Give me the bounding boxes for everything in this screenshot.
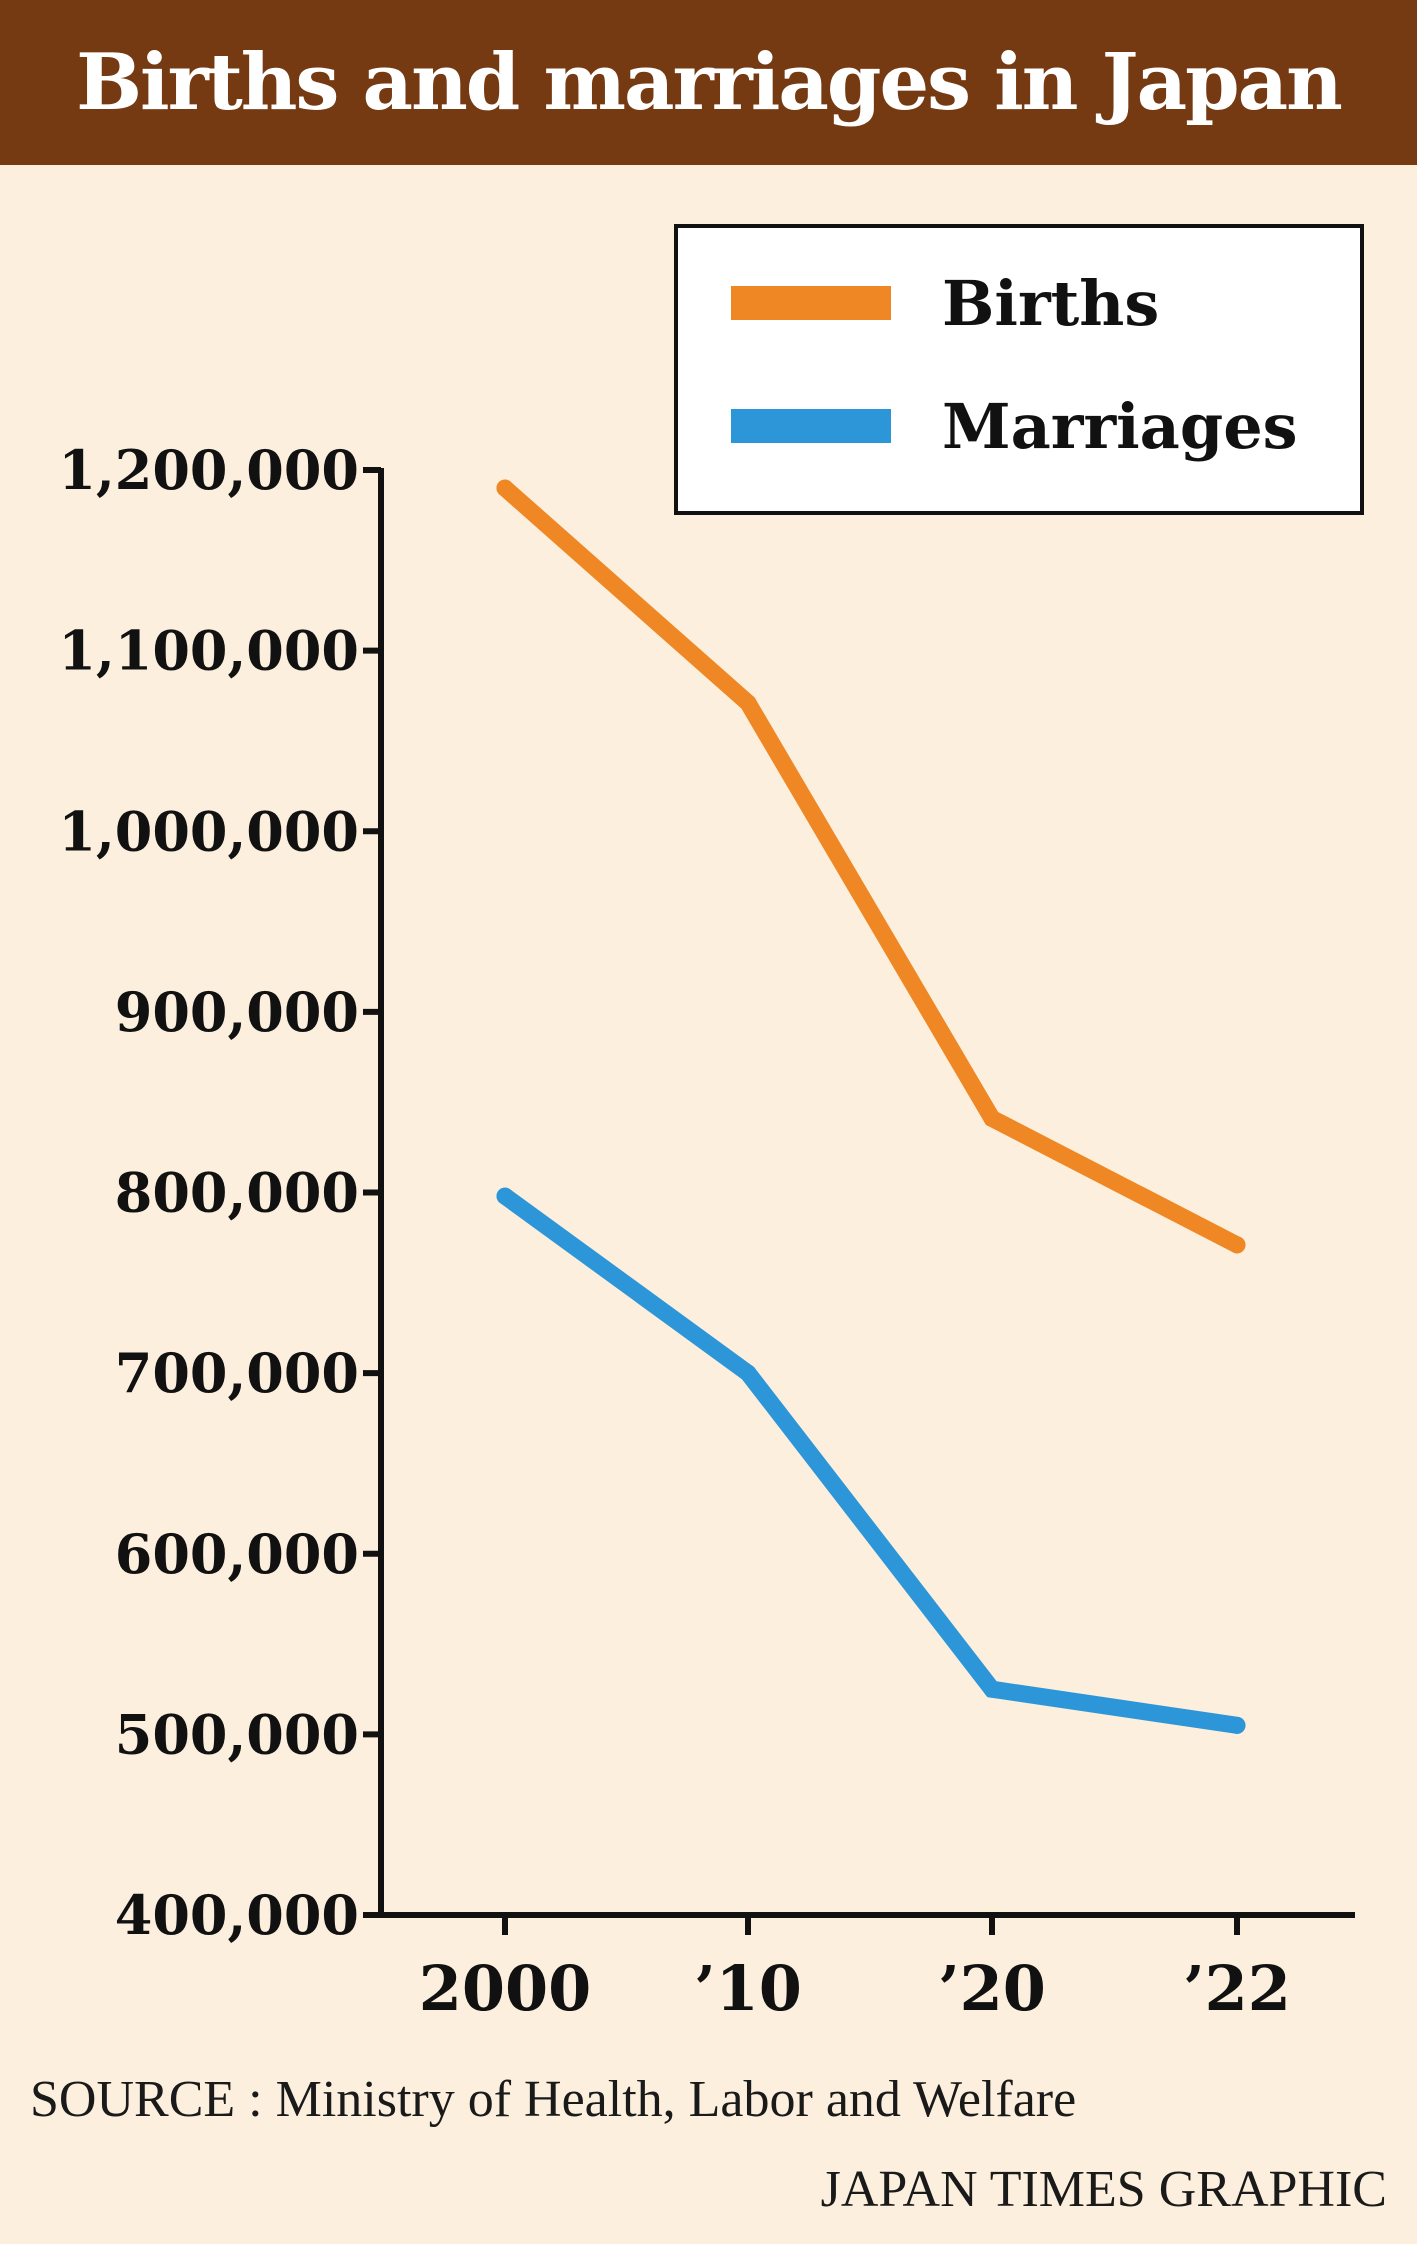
chart-title: Births and marriages in Japan [76, 37, 1343, 128]
series-line-births [496, 479, 1246, 1254]
title-bar [0, 0, 1417, 165]
data-point-marriages [1228, 1716, 1246, 1734]
source-note: SOURCE : Ministry of Health, Labor and W… [30, 2071, 1077, 2128]
y-tick-label: 1,100,000 [58, 619, 359, 683]
data-point-marriages [496, 1187, 514, 1205]
y-tick-label: 400,000 [115, 1883, 359, 1947]
legend-swatch-births [731, 286, 891, 320]
data-point-births [739, 694, 757, 712]
y-tick-label: 600,000 [115, 1522, 359, 1586]
y-tick-label: 1,200,000 [58, 438, 359, 502]
legend-label-births: Births [942, 267, 1159, 340]
y-tick-label: 1,000,000 [58, 799, 359, 863]
y-tick-label: 500,000 [115, 1702, 359, 1766]
y-tick-label: 900,000 [115, 980, 359, 1044]
graphic-credit: JAPAN TIMES GRAPHIC [820, 2161, 1387, 2218]
x-tick-label: 2000 [419, 1952, 592, 2025]
data-point-marriages [983, 1680, 1001, 1698]
data-point-births [496, 479, 514, 497]
legend-box [674, 224, 1364, 515]
data-point-marriages [739, 1364, 757, 1382]
data-point-births [1228, 1236, 1246, 1254]
y-tick-label: 800,000 [115, 1161, 359, 1225]
legend-label-marriages: Marriages [942, 390, 1298, 463]
y-tick-label: 700,000 [115, 1341, 359, 1405]
x-tick-label: ’20 [938, 1952, 1046, 2025]
legend-swatch-marriages [731, 409, 891, 443]
data-point-births [983, 1109, 1001, 1127]
series-line-marriages [496, 1187, 1246, 1734]
x-tick-label: ’22 [1183, 1952, 1291, 2025]
x-tick-label: ’10 [694, 1952, 802, 2025]
